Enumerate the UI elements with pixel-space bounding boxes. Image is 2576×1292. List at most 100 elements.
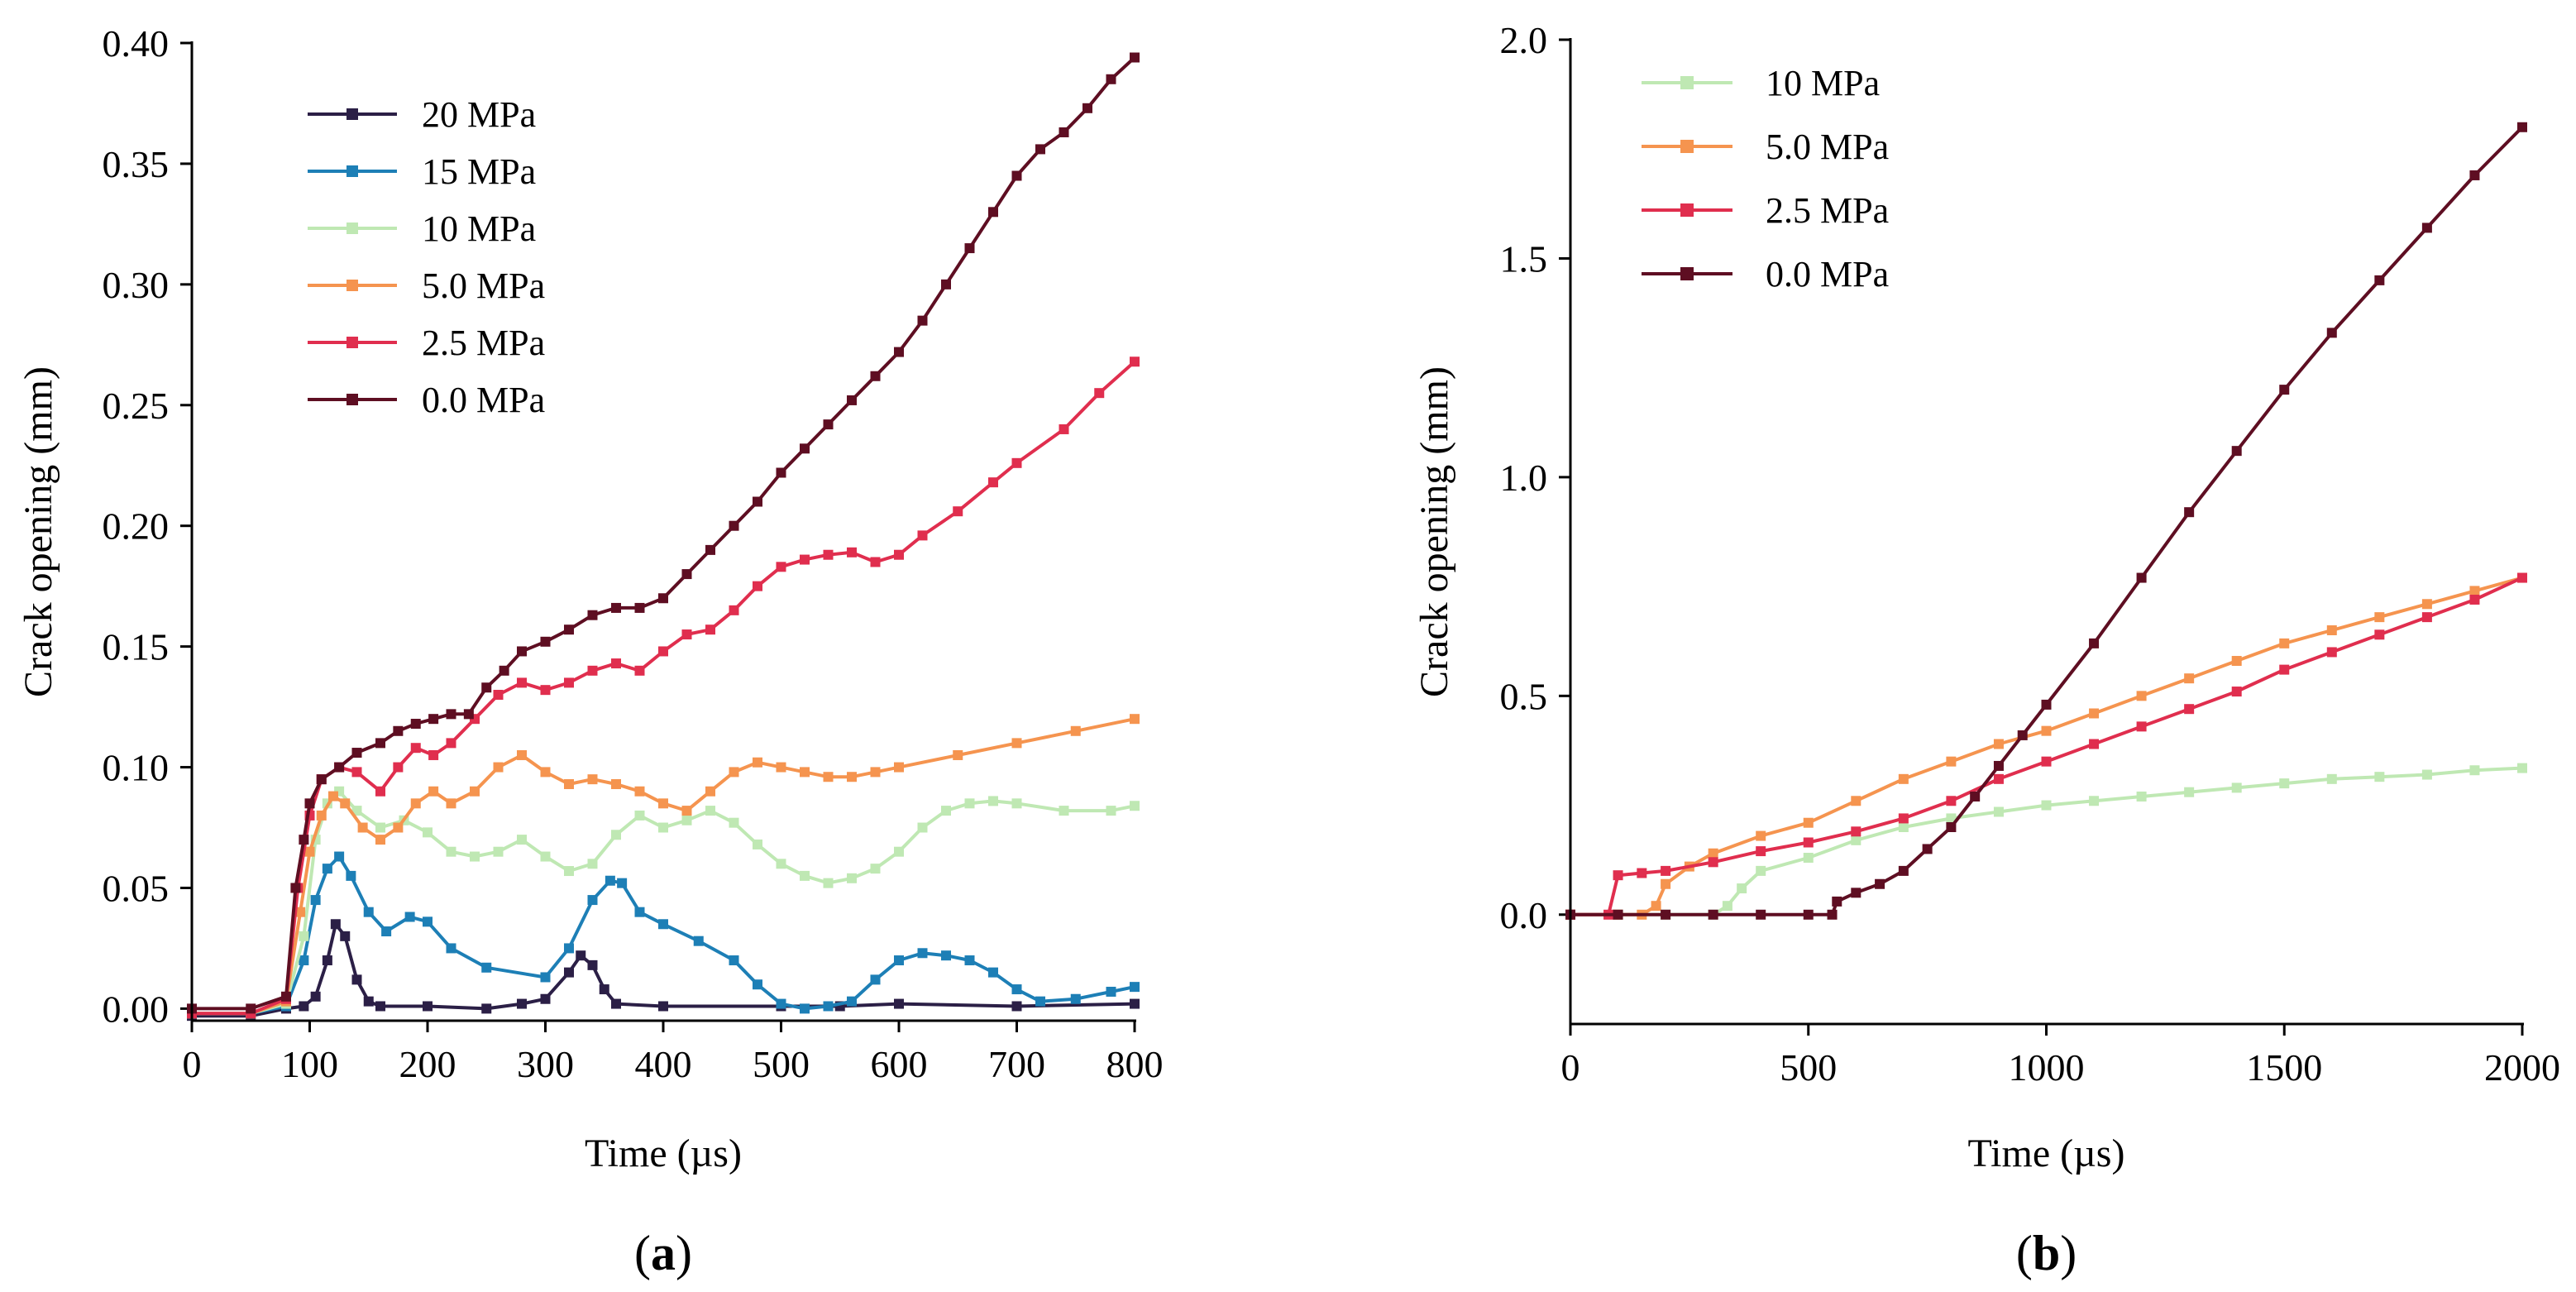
data-point [2326, 773, 2337, 784]
data-point [953, 506, 963, 517]
data-point [540, 685, 551, 696]
panel-b-x-tick-label: 2000 [2484, 1046, 2560, 1089]
panel-b-label: (b) [2016, 1226, 2077, 1280]
data-point [1756, 909, 1766, 920]
data-point [1898, 813, 1909, 824]
data-point [363, 907, 374, 917]
panel-b-x-tick-label: 500 [1780, 1046, 1837, 1089]
data-point [1737, 883, 1747, 894]
data-point [564, 624, 574, 635]
panel-b-label-close-paren: ) [2060, 1226, 2077, 1280]
data-point [870, 557, 881, 567]
data-point [587, 895, 598, 906]
data-point [1035, 996, 1045, 1007]
data-point [800, 554, 810, 565]
data-point [1898, 865, 1909, 876]
data-point [681, 629, 692, 640]
data-point [847, 873, 857, 883]
data-point [299, 835, 309, 845]
data-point [481, 1003, 492, 1014]
data-point [540, 972, 551, 983]
data-point [658, 646, 668, 657]
panel-a-x-tick-label: 200 [399, 1043, 456, 1085]
data-point [393, 822, 404, 833]
panel-a-y-tick-label: 0.20 [103, 505, 170, 548]
data-point [540, 993, 551, 1004]
data-point [2136, 791, 2147, 802]
data-point [753, 757, 762, 768]
data-point [870, 767, 881, 778]
data-point [1993, 760, 2004, 771]
data-point [564, 866, 574, 877]
panel-b-y-tick-label: 1.5 [1500, 237, 1548, 280]
data-point [634, 907, 645, 917]
data-point [587, 610, 598, 620]
data-point [299, 955, 309, 966]
panel-b-ticks: 0 500 1000 1500 2000 0.0 0.5 1.0 1.5 2.0 [1500, 19, 2561, 1089]
data-point [410, 743, 421, 754]
data-point [2469, 170, 2480, 180]
data-point [2089, 638, 2100, 648]
data-point [1922, 844, 1933, 854]
panel-a-ticks: 0 100 200 300 400 500 600 700 800 0.00 0.05 0.10 0.1… [103, 22, 1164, 1085]
legend-label: 2.5 MPa [1766, 190, 1889, 231]
data-point [375, 1001, 385, 1012]
data-point [1011, 984, 1022, 995]
data-point [2231, 687, 2242, 697]
data-point [2136, 691, 2147, 701]
data-point [1661, 909, 1671, 920]
data-point [1970, 791, 1981, 802]
panel-b-series-0-0-mpa [1565, 122, 2527, 920]
panel-b-y-tick-label: 0.0 [1500, 894, 1548, 936]
data-point [800, 870, 810, 881]
data-point [1946, 813, 1957, 824]
data-point [540, 851, 551, 862]
data-point [1011, 170, 1022, 181]
data-point [493, 846, 504, 857]
data-point [1708, 857, 1718, 868]
panel-b-x-tick-label: 1500 [2246, 1046, 2322, 1089]
legend-entry: 20 MPa [308, 94, 536, 135]
data-point [681, 569, 692, 580]
data-point [941, 279, 951, 290]
data-point [2469, 594, 2480, 605]
data-point [316, 774, 327, 785]
data-point [299, 931, 309, 941]
panel-a-x-tick-label: 800 [1106, 1043, 1164, 1085]
data-point [1946, 756, 1957, 767]
data-point [776, 467, 786, 478]
data-point [1803, 837, 1814, 848]
data-point [705, 544, 715, 555]
data-point [587, 959, 598, 970]
data-point [988, 796, 998, 806]
data-point [2184, 704, 2195, 715]
data-point [351, 748, 362, 758]
data-point [823, 772, 834, 782]
data-point [246, 1003, 256, 1014]
data-point [1106, 806, 1116, 816]
panel-a-series-0-0-mpa [187, 52, 1140, 1014]
data-point [1011, 1001, 1022, 1012]
data-point [564, 778, 574, 789]
data-point [681, 806, 692, 816]
data-point [1130, 982, 1140, 993]
data-point [316, 810, 327, 821]
data-point [2041, 756, 2052, 767]
data-point [1661, 878, 1671, 889]
data-point [964, 243, 975, 254]
legend-entry: 0.0 MPa [308, 380, 545, 420]
data-point [1756, 846, 1766, 857]
data-point [290, 883, 301, 893]
data-point [322, 864, 332, 874]
data-point [576, 950, 586, 961]
panel-b-x-tick-label: 1000 [2009, 1046, 2085, 1089]
data-point [423, 827, 433, 838]
data-point [1637, 868, 1647, 878]
data-point [894, 955, 904, 966]
data-point [2421, 769, 2432, 780]
data-point [2279, 664, 2290, 675]
data-point [1993, 806, 2004, 817]
data-point [393, 725, 404, 736]
data-point [328, 791, 338, 802]
data-point [2421, 223, 2432, 233]
